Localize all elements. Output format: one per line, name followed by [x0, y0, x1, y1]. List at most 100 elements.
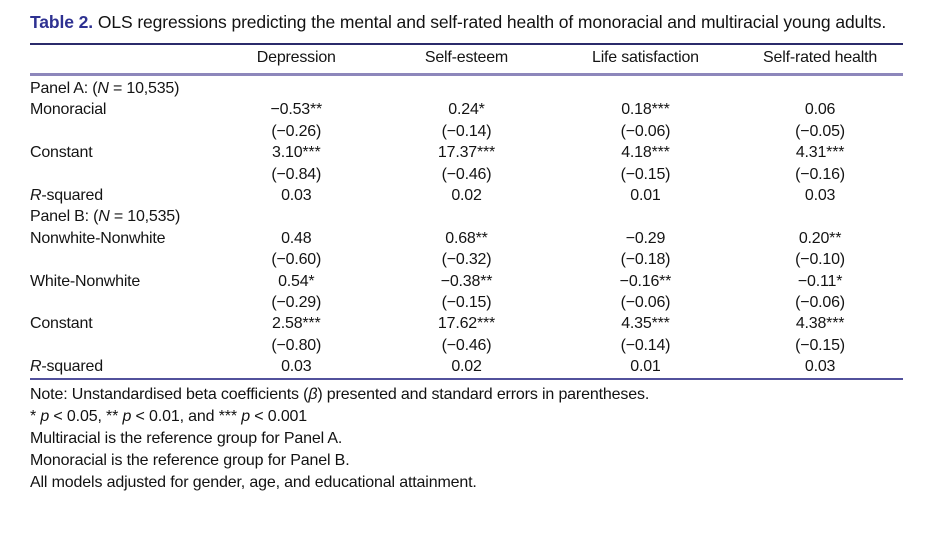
- table-cell: 0.06: [804, 101, 836, 119]
- r-squared-r: R: [30, 358, 42, 376]
- r-squared-text: -squared: [41, 358, 103, 376]
- table-cell: 4.35***: [621, 315, 670, 333]
- regression-table: Depression Self-esteem Life satisfaction…: [30, 42, 903, 380]
- row-label: Constant: [30, 315, 93, 333]
- row-label: White-Nonwhite: [30, 272, 141, 290]
- r-squared-text: -squared: [41, 186, 103, 204]
- column-header-depression: Depression: [213, 43, 380, 76]
- table-cell: 0.02: [451, 358, 482, 376]
- table-cell: −0.29: [625, 229, 666, 247]
- table-cell: (−0.15): [620, 165, 671, 183]
- table-cell: (−0.60): [271, 251, 322, 269]
- table-cell: (−0.46): [441, 165, 492, 183]
- table-row-r-squared-a: R-squared 0.03 0.02 0.01 0.03: [30, 185, 903, 206]
- table-cell: (−0.14): [441, 122, 492, 140]
- table-cell: (−0.15): [441, 293, 492, 311]
- table-cell: 0.48: [281, 229, 312, 247]
- row-label: Monoracial: [30, 101, 107, 119]
- header-row: Depression Self-esteem Life satisfaction…: [30, 43, 903, 76]
- column-header-life-satisfaction: Life satisfaction: [553, 43, 738, 76]
- p-symbol: p: [122, 407, 132, 425]
- table-cell: 0.18***: [621, 101, 670, 119]
- column-header-self-rated-health: Self-rated health: [737, 43, 903, 76]
- row-label: Constant: [30, 144, 93, 162]
- table-cell: 0.02: [451, 186, 482, 204]
- table-row-se: (−0.80) (−0.46) (−0.14) (−0.15): [30, 335, 903, 356]
- panel-label-text: = 10,535): [109, 208, 181, 226]
- table-cell: (−0.46): [441, 336, 492, 354]
- note-significance-levels: * p < 0.05, ** p < 0.01, and *** p < 0.0…: [30, 406, 903, 428]
- panel-b-label: Panel B: (N = 10,535): [30, 206, 903, 227]
- table-cell: −0.16**: [619, 272, 672, 290]
- note-text: < 0.05, **: [49, 407, 123, 425]
- panel-label-text: Panel B: (: [30, 208, 99, 226]
- table-row-constant-b: Constant 2.58*** 17.62*** 4.35*** 4.38**…: [30, 313, 903, 334]
- table-row-constant-a: Constant 3.10*** 17.37*** 4.18*** 4.31**…: [30, 142, 903, 163]
- panel-label-text: = 10,535): [108, 79, 180, 97]
- table-cell: 2.58***: [272, 315, 321, 333]
- table-cell: 0.03: [281, 186, 312, 204]
- table-cell: −0.11*: [797, 272, 843, 290]
- panel-label-n: N: [98, 208, 110, 226]
- note-text: < 0.001: [249, 407, 308, 425]
- table-cell: 0.24*: [448, 101, 485, 119]
- table-cell: (−0.06): [620, 122, 671, 140]
- table-row-se: (−0.26) (−0.14) (−0.06) (−0.05): [30, 121, 903, 142]
- table-caption: Table 2. OLS regressions predicting the …: [30, 10, 903, 36]
- table-cell: 17.62***: [437, 315, 496, 333]
- table-cell: −0.53**: [270, 101, 323, 119]
- table-row-se: (−0.84) (−0.46) (−0.15) (−0.16): [30, 164, 903, 185]
- note-reference-panel-a: Multiracial is the reference group for P…: [30, 429, 343, 447]
- p-symbol: p: [40, 407, 50, 425]
- note-adjustments: All models adjusted for gender, age, and…: [30, 473, 477, 491]
- panel-label-text: Panel A: (: [30, 79, 98, 97]
- table-row-monoracial: Monoracial −0.53** 0.24* 0.18*** 0.06: [30, 99, 903, 120]
- table-cell: (−0.06): [795, 293, 845, 311]
- note-text: Note: Unstandardised beta coefficients (: [30, 385, 309, 403]
- table-row-nonwhite-nonwhite: Nonwhite-Nonwhite 0.48 0.68** −0.29 0.20…: [30, 228, 903, 249]
- table-cell: (−0.29): [271, 293, 322, 311]
- table-cell: 0.03: [804, 358, 836, 376]
- note-reference-panel-b: Monoracial is the reference group for Pa…: [30, 451, 350, 469]
- row-label-r-squared: R-squared: [30, 185, 213, 206]
- table-row-se: (−0.60) (−0.32) (−0.18) (−0.10): [30, 249, 903, 270]
- table-cell: (−0.10): [795, 251, 845, 269]
- table-cell: 0.01: [630, 186, 661, 204]
- table-caption-label: Table 2.: [30, 12, 94, 32]
- table-cell: (−0.80): [271, 336, 322, 354]
- column-header-empty: [30, 43, 214, 76]
- table-cell: 17.37***: [437, 144, 496, 162]
- table-notes: Note: Unstandardised beta coefficients (…: [30, 384, 903, 494]
- row-label-r-squared: R-squared: [30, 356, 213, 378]
- table-cell: 0.20**: [798, 229, 842, 247]
- beta-symbol: β: [308, 385, 318, 403]
- table-row-panel-b: Panel B: (N = 10,535): [30, 206, 903, 227]
- table-cell: (−0.14): [620, 336, 671, 354]
- table-cell: (−0.05): [795, 122, 845, 140]
- note-text: ) presented and standard errors in paren…: [317, 385, 650, 403]
- panel-a-label: Panel A: (N = 10,535): [30, 74, 903, 99]
- row-label-empty: [30, 249, 213, 270]
- table-cell: 0.03: [281, 358, 312, 376]
- note-text: *: [30, 407, 41, 425]
- table-cell: (−0.84): [271, 165, 322, 183]
- table-cell: 4.38***: [795, 315, 845, 333]
- row-label-empty: [30, 121, 213, 142]
- table-row-panel-a: Panel A: (N = 10,535): [30, 74, 903, 99]
- table-cell: 3.10***: [272, 144, 321, 162]
- table-caption-text: OLS regressions predicting the mental an…: [93, 12, 887, 32]
- p-symbol: p: [241, 407, 250, 425]
- note-beta-coefficients: Note: Unstandardised beta coefficients (…: [30, 384, 903, 406]
- table-cell: 4.31***: [795, 144, 845, 162]
- table-cell: 4.18***: [621, 144, 670, 162]
- table-cell: 0.68**: [445, 229, 488, 247]
- table-cell: (−0.06): [620, 293, 671, 311]
- table-cell: 0.01: [630, 358, 661, 376]
- row-label-empty: [30, 335, 213, 356]
- table-row-white-nonwhite: White-Nonwhite 0.54* −0.38** −0.16** −0.…: [30, 271, 903, 292]
- table-cell: −0.38**: [440, 272, 493, 290]
- row-label-empty: [30, 292, 213, 313]
- table-cell: (−0.15): [795, 336, 845, 354]
- table-row-se: (−0.29) (−0.15) (−0.06) (−0.06): [30, 292, 903, 313]
- table-cell: (−0.32): [441, 251, 492, 269]
